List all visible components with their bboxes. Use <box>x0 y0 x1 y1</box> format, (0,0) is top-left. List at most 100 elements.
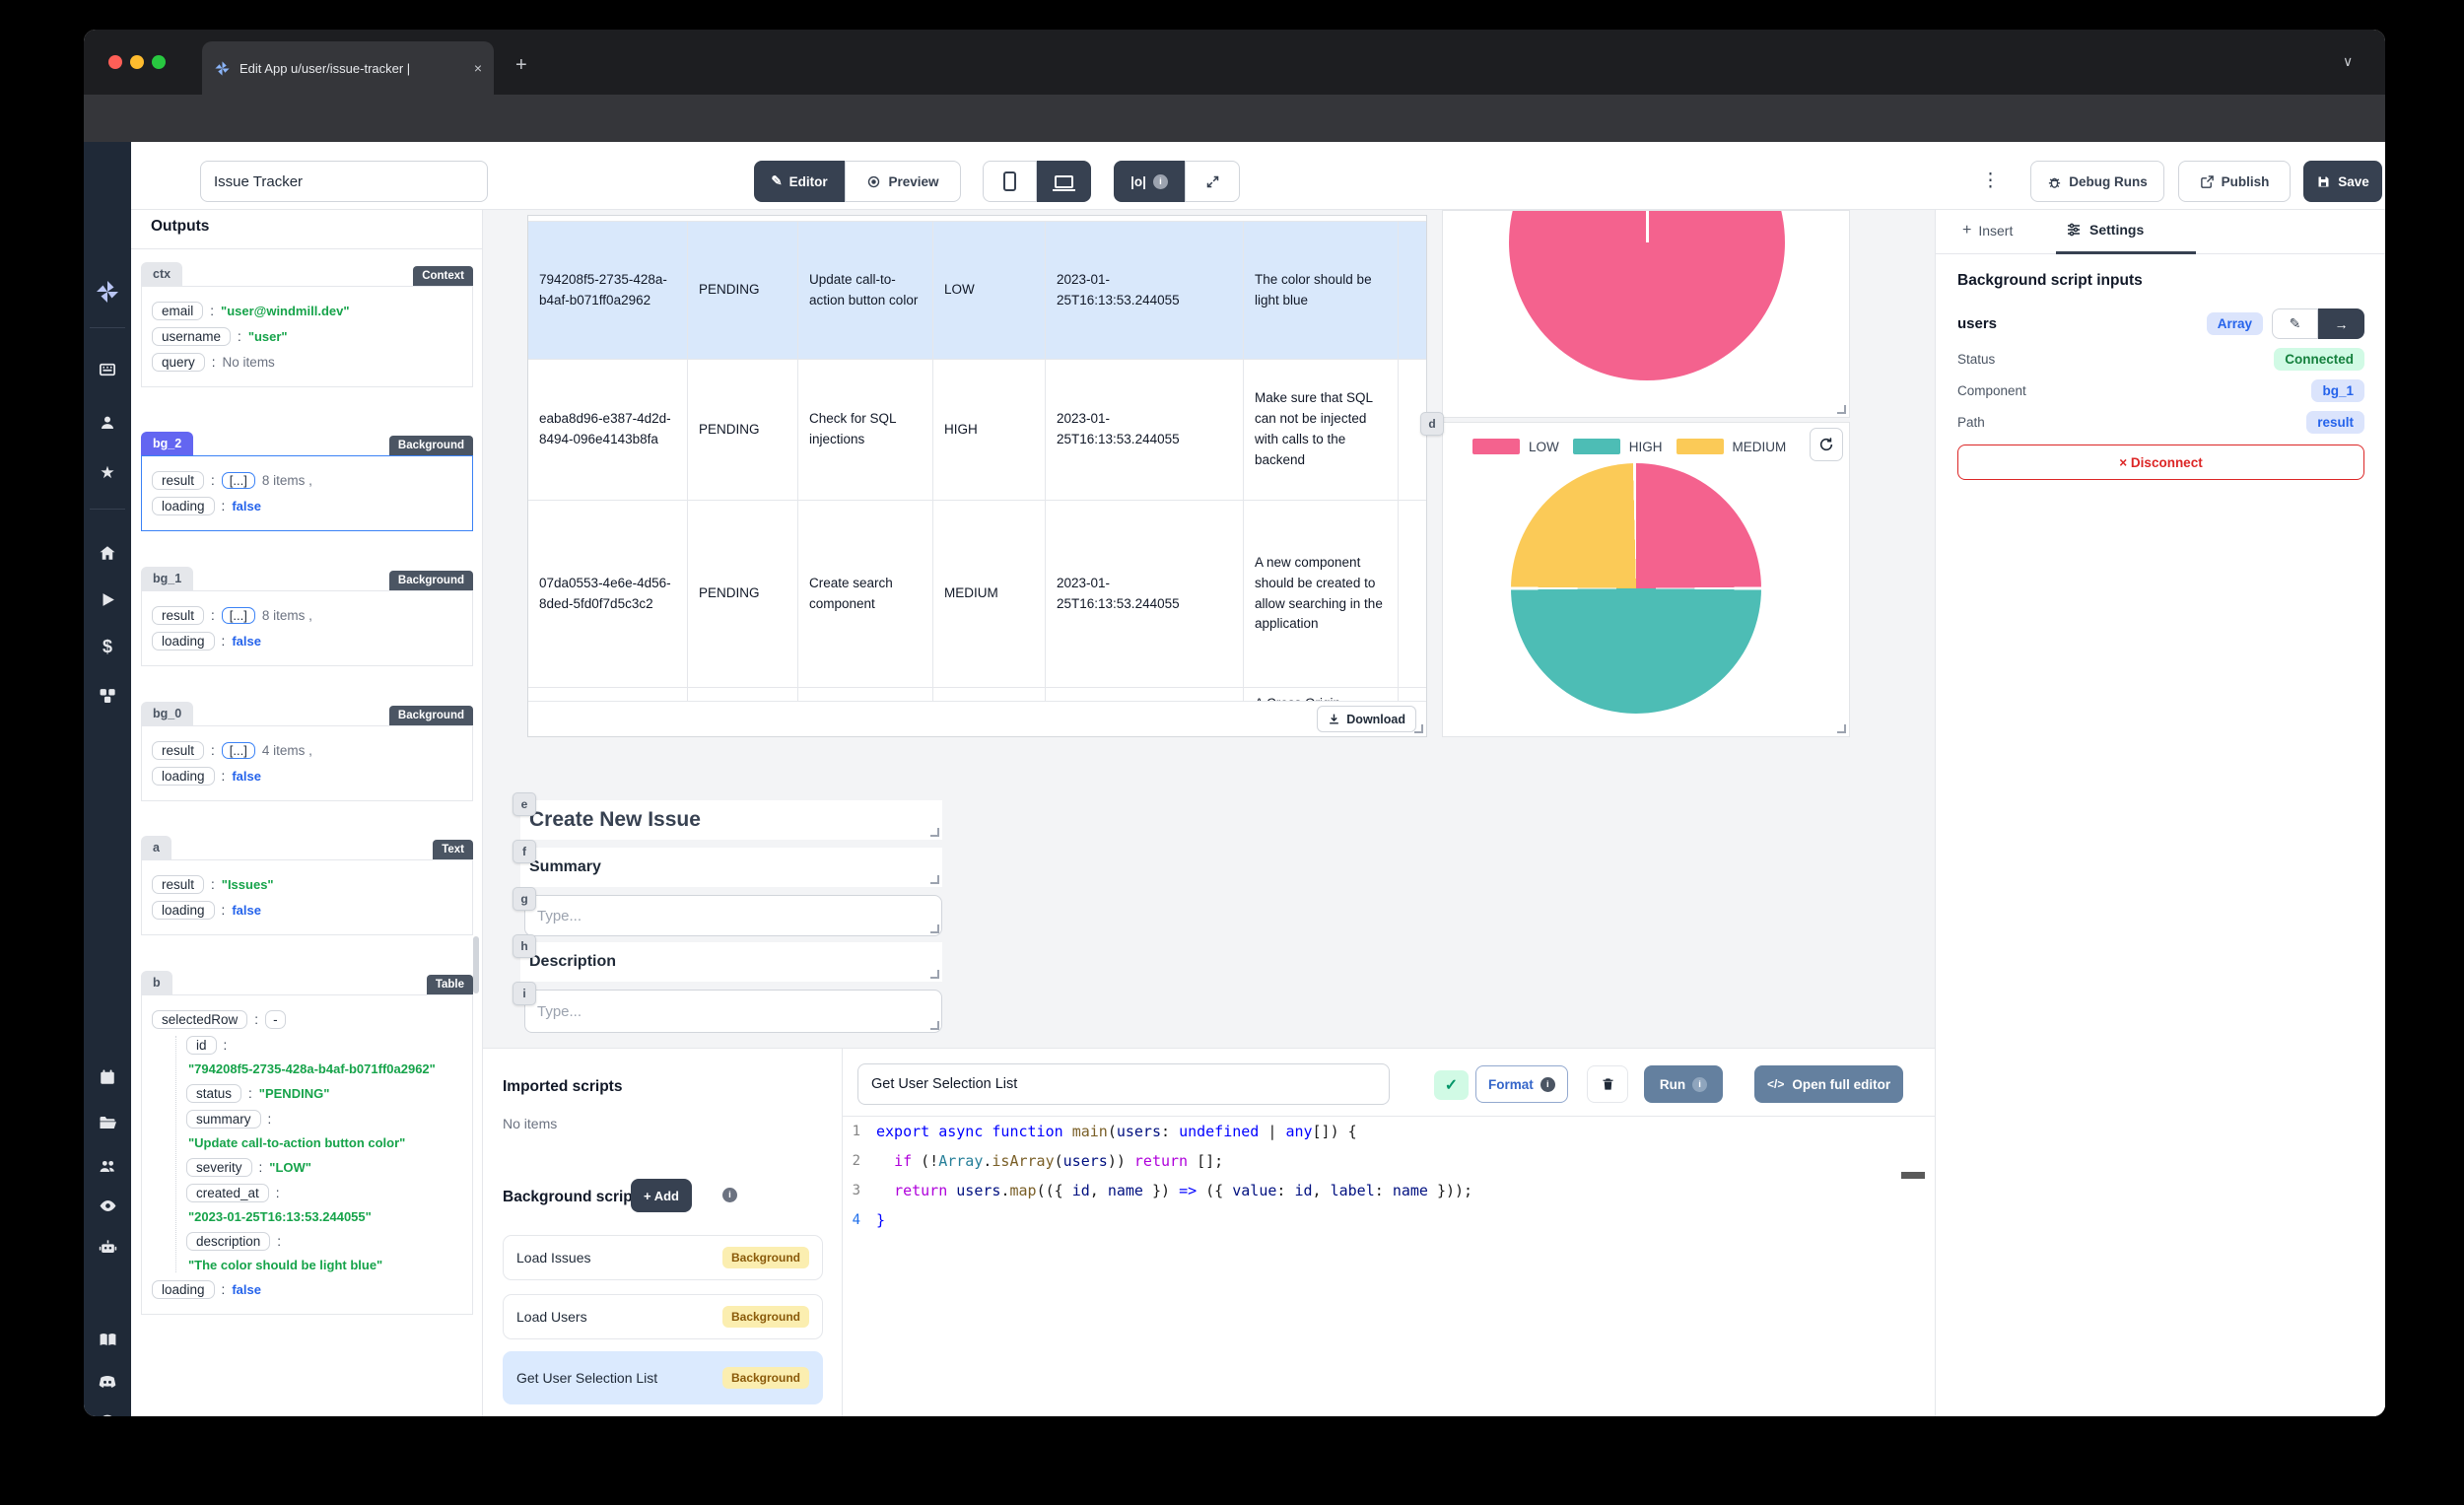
centered-layout-button[interactable]: |o| i <box>1114 161 1185 202</box>
mobile-view-button[interactable] <box>983 161 1037 202</box>
toolbar-menu-icon[interactable]: ⋮ <box>1981 171 2000 191</box>
output-row[interactable]: summary: <box>186 1110 462 1129</box>
tab-insert[interactable]: + Insert <box>1962 222 2014 239</box>
minimize-window-button[interactable] <box>130 55 144 69</box>
description-input[interactable] <box>524 990 942 1033</box>
new-tab-icon[interactable]: + <box>515 54 527 76</box>
output-row[interactable]: loading: false <box>152 901 462 920</box>
script-name-input[interactable] <box>857 1063 1390 1105</box>
folders-icon[interactable] <box>84 1114 131 1131</box>
browser-tab[interactable]: Edit App u/user/issue-tracker | × <box>202 41 494 95</box>
add-script-button[interactable]: + Add <box>631 1179 692 1212</box>
summary-input[interactable] <box>524 895 942 936</box>
path-badge[interactable]: result <box>2306 411 2364 434</box>
output-node-tab[interactable]: a <box>141 836 171 859</box>
script-item[interactable]: Load Users Background <box>503 1294 823 1339</box>
info-icon[interactable]: i <box>1152 173 1168 189</box>
form-title-component[interactable]: Create New Issue <box>520 800 942 840</box>
editor-scrollbar[interactable] <box>1901 1172 1925 1179</box>
pie-chart-component-bottom[interactable]: LOW HIGH MEDIUM <box>1442 422 1850 737</box>
open-full-editor-button[interactable]: </> Open full editor <box>1754 1065 1904 1103</box>
component-badge[interactable]: bg_1 <box>2311 379 2364 402</box>
output-row[interactable]: loading: false <box>152 1280 462 1299</box>
resize-handle[interactable] <box>1837 405 1846 414</box>
resize-handle[interactable] <box>930 828 939 837</box>
static-edit-button[interactable]: ✎ <box>2272 308 2318 339</box>
output-row[interactable]: selectedRow: - <box>152 1010 462 1029</box>
output-row[interactable]: status: "PENDING" <box>186 1084 462 1103</box>
output-row[interactable]: severity: "LOW" <box>186 1158 462 1177</box>
format-button[interactable]: Format i <box>1475 1065 1568 1103</box>
table-row[interactable]: eaba8d96-e387-4d2d-8494-096e4143b8fa PEN… <box>528 360 1426 501</box>
refresh-button[interactable] <box>1810 428 1843 461</box>
output-row[interactable]: loading: false <box>152 632 462 650</box>
workers-robot-icon[interactable] <box>84 1238 131 1257</box>
run-button[interactable]: Run i <box>1644 1065 1723 1103</box>
star-icon[interactable]: ★ <box>100 463 115 482</box>
editor-tab-button[interactable]: ✎ Editor <box>754 161 845 202</box>
tab-settings[interactable]: Settings <box>2066 222 2144 238</box>
app-name-input[interactable] <box>200 161 488 202</box>
output-node-tab[interactable]: b <box>141 971 172 994</box>
fullscreen-button[interactable] <box>1185 161 1240 202</box>
output-row[interactable]: result: [...] 4 items , <box>152 741 462 760</box>
info-icon[interactable]: i <box>722 1188 737 1202</box>
component-tag-f[interactable]: f <box>513 840 536 863</box>
script-item-selected[interactable]: Get User Selection List Background <box>503 1351 823 1404</box>
output-row[interactable]: result: [...] 8 items , <box>152 471 462 490</box>
output-node-tab[interactable]: bg_0 <box>141 702 194 725</box>
resize-handle[interactable] <box>930 970 939 979</box>
runs-play-icon[interactable] <box>84 591 131 608</box>
component-tag-e[interactable]: e <box>513 792 536 816</box>
output-row[interactable]: result: [...] 8 items , <box>152 606 462 625</box>
code-area[interactable]: 1 export async function main(users: unde… <box>843 1117 1935 1416</box>
component-tag-g[interactable]: g <box>513 887 536 911</box>
close-window-button[interactable] <box>108 55 122 69</box>
variables-dollar-icon[interactable]: $ <box>102 637 112 656</box>
apps-icon[interactable] <box>84 361 131 378</box>
resize-handle[interactable] <box>1414 724 1423 733</box>
save-button[interactable]: Save <box>2303 161 2382 202</box>
pie-chart-component-top[interactable] <box>1442 210 1850 418</box>
groups-users-icon[interactable] <box>84 1157 131 1176</box>
resize-handle[interactable] <box>930 924 939 933</box>
resize-handle[interactable] <box>930 1021 939 1030</box>
component-tag-h[interactable]: h <box>513 934 536 958</box>
output-row[interactable]: created_at: <box>186 1184 462 1202</box>
resize-handle[interactable] <box>1837 724 1846 733</box>
home-icon[interactable] <box>84 544 131 562</box>
zoom-window-button[interactable] <box>152 55 166 69</box>
github-icon[interactable] <box>84 1413 131 1416</box>
output-row[interactable]: email: "user@windmill.dev" <box>152 302 462 320</box>
description-label-component[interactable]: Description <box>520 942 942 982</box>
tab-search-chevron-icon[interactable]: ∨ <box>2343 53 2354 69</box>
output-row[interactable]: query: No items <box>152 353 462 372</box>
output-row[interactable]: loading: false <box>152 497 462 515</box>
user-icon[interactable] <box>84 414 131 432</box>
table-row-selected[interactable]: 794208f5-2735-428a-b4af-b071ff0a2962 PEN… <box>528 222 1426 360</box>
windmill-logo-icon[interactable] <box>84 280 131 304</box>
output-row[interactable]: description: <box>186 1232 462 1251</box>
docs-book-icon[interactable] <box>84 1331 131 1349</box>
preview-tab-button[interactable]: Preview <box>845 161 961 202</box>
outputs-scrollbar[interactable] <box>473 936 479 993</box>
debug-runs-button[interactable]: Debug Runs <box>2030 161 2164 202</box>
component-tag-d[interactable]: d <box>1420 412 1444 436</box>
audit-eye-icon[interactable] <box>84 1197 131 1215</box>
output-node-tab[interactable]: bg_1 <box>141 567 194 590</box>
output-row[interactable]: id: <box>186 1036 462 1055</box>
close-tab-icon[interactable]: × <box>473 60 482 76</box>
connect-arrow-button[interactable]: → <box>2318 308 2364 339</box>
publish-button[interactable]: Publish <box>2178 161 2291 202</box>
delete-script-button[interactable] <box>1587 1065 1628 1103</box>
schedules-calendar-icon[interactable] <box>84 1068 131 1086</box>
disconnect-button[interactable]: × Disconnect <box>1957 445 2364 480</box>
component-tag-i[interactable]: i <box>513 982 536 1005</box>
table-row[interactable]: 07da0553-4e6e-4d56-8ded-5fd0f7d5c3c2 PEN… <box>528 501 1426 688</box>
discord-icon[interactable] <box>84 1372 131 1392</box>
output-node-tab[interactable]: bg_2 <box>141 432 194 455</box>
output-node-tab[interactable]: ctx <box>141 262 183 286</box>
desktop-view-button[interactable] <box>1037 161 1091 202</box>
download-button[interactable]: Download <box>1317 706 1416 732</box>
script-item[interactable]: Load Issues Background <box>503 1235 823 1280</box>
